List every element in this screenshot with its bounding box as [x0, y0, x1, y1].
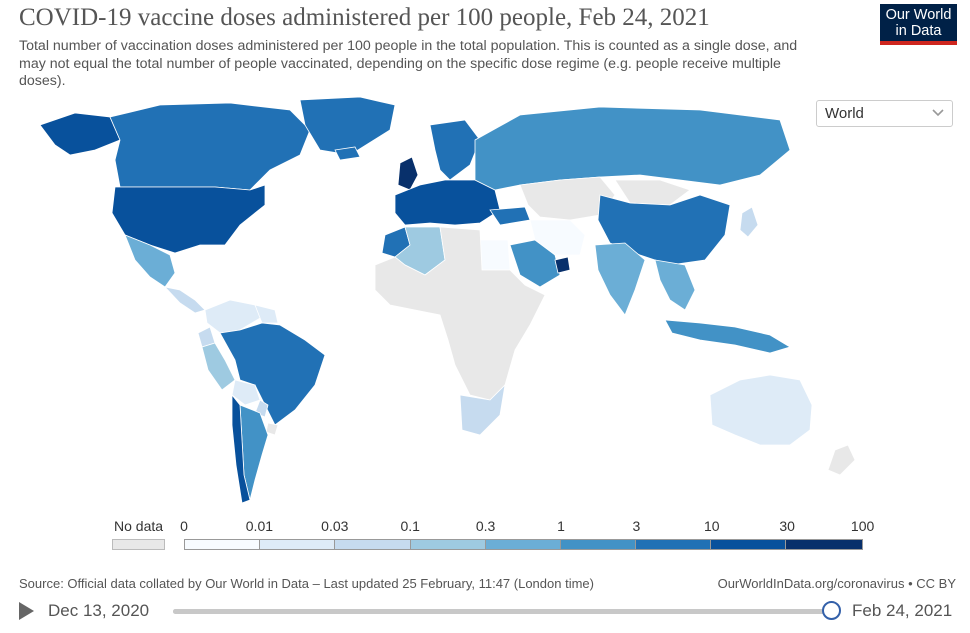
timeline-start-date: Dec 13, 2020 [48, 601, 150, 620]
map-region-alaska[interactable] [39, 112, 121, 156]
timeline-slider-track[interactable] [173, 609, 833, 614]
map-region-mexico[interactable] [124, 234, 176, 288]
map-region-gulf-states[interactable] [554, 256, 571, 274]
chart-subtitle: Total number of vaccination doses admini… [19, 38, 798, 89]
legend-tick-label: 30 [779, 518, 795, 534]
map-region-south-africa[interactable] [459, 383, 506, 436]
legend-tick-label: 3 [632, 518, 641, 534]
map-region-brazil[interactable] [219, 322, 326, 426]
map-region-new-zealand[interactable] [827, 444, 856, 476]
map-region-indonesia[interactable] [664, 319, 791, 354]
map-region-japan[interactable] [739, 206, 759, 238]
timeline-slider-thumb[interactable] [822, 601, 841, 620]
logo-line-2: in Data [895, 23, 942, 39]
region-select-value: World [825, 105, 864, 122]
legend-tick-label: 10 [704, 518, 720, 534]
legend-bin-6 [636, 540, 712, 549]
map-region-sub-saharan-africa[interactable] [374, 226, 546, 401]
map-region-russia[interactable] [474, 106, 791, 191]
world-map[interactable] [0, 95, 970, 515]
map-region-turkey[interactable] [489, 206, 531, 226]
timeline-slider-fill [173, 609, 833, 614]
map-region-uruguay[interactable] [265, 422, 279, 436]
legend-tick-label: 0 [180, 518, 188, 534]
legend-bin-8 [786, 540, 862, 549]
legend-no-data-label: No data [114, 518, 164, 534]
timeline-end-date: Feb 24, 2021 [852, 601, 953, 620]
source-note: Source: Official data collated by Our Wo… [19, 576, 594, 591]
legend-bin-0 [185, 540, 261, 549]
map-region-central-america[interactable] [163, 286, 206, 314]
map-region-southeast-asia[interactable] [654, 259, 696, 311]
legend-tick-label: 0.01 [245, 518, 274, 534]
map-region-iceland[interactable] [334, 146, 361, 161]
legend-bin-7 [711, 540, 787, 549]
legend-tick-label: 1 [557, 518, 565, 534]
legend-tick-label: 0.3 [475, 518, 496, 534]
map-region-india[interactable] [594, 242, 646, 316]
legend-bin-4 [485, 540, 561, 549]
logo-line-1: Our World [885, 7, 952, 23]
map-region-bolivia[interactable] [231, 379, 261, 406]
owid-logo[interactable]: Our World in Data [880, 4, 957, 45]
map-region-scandinavia[interactable] [429, 119, 481, 181]
play-icon[interactable] [19, 602, 34, 620]
chart-title: COVID-19 vaccine doses administered per … [19, 4, 710, 31]
legend-color-bar [184, 539, 863, 550]
map-region-saudi-arabia[interactable] [509, 239, 561, 288]
map-region-australia[interactable] [709, 374, 813, 446]
legend-no-data-swatch [112, 539, 165, 550]
region-select[interactable]: World [816, 100, 953, 127]
chevron-down-icon [932, 109, 944, 117]
legend-bin-2 [335, 540, 411, 549]
credit-link[interactable]: OurWorldInData.org/coronavirus • CC BY [717, 576, 956, 591]
map-region-guianas[interactable] [254, 304, 279, 324]
legend-bin-1 [260, 540, 336, 549]
map-region-canada[interactable] [109, 102, 311, 191]
map-region-greenland[interactable] [299, 96, 396, 156]
legend-bin-5 [560, 540, 637, 549]
map-region-chile[interactable] [231, 393, 251, 504]
map-region-united-kingdom[interactable] [397, 156, 419, 191]
legend-tick-label: 0.03 [321, 518, 349, 534]
map-region-mongolia[interactable] [614, 179, 691, 206]
map-region-europe-west[interactable] [394, 179, 501, 226]
legend-tick-label: 100 [850, 518, 875, 534]
map-region-china[interactable] [597, 194, 731, 266]
legend-tick-label: 0.1 [400, 518, 420, 534]
map-region-egypt[interactable] [479, 239, 511, 271]
map-region-colombia-venezuela[interactable] [204, 299, 263, 334]
legend-bin-3 [410, 540, 486, 549]
